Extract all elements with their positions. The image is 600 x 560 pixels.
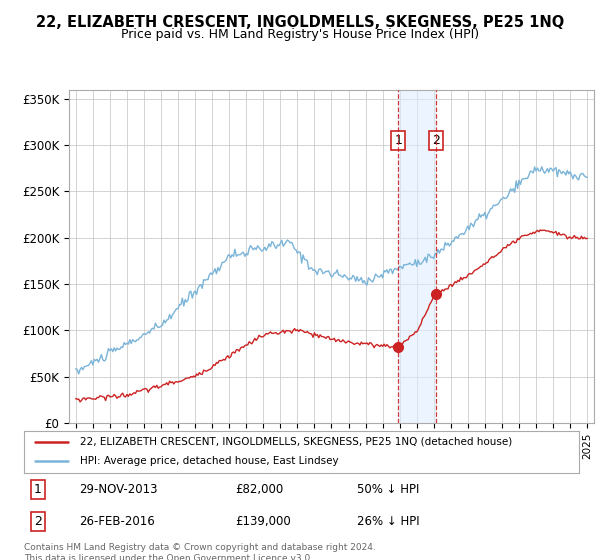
Text: 22, ELIZABETH CRESCENT, INGOLDMELLS, SKEGNESS, PE25 1NQ: 22, ELIZABETH CRESCENT, INGOLDMELLS, SKE… [36, 15, 564, 30]
Text: 29-NOV-2013: 29-NOV-2013 [79, 483, 158, 496]
Text: 26% ↓ HPI: 26% ↓ HPI [357, 515, 419, 528]
Text: 1: 1 [394, 134, 402, 147]
Text: 22, ELIZABETH CRESCENT, INGOLDMELLS, SKEGNESS, PE25 1NQ (detached house): 22, ELIZABETH CRESCENT, INGOLDMELLS, SKE… [79, 437, 512, 447]
Bar [398, 90, 436, 423]
Text: HPI: Average price, detached house, East Lindsey: HPI: Average price, detached house, East… [79, 456, 338, 466]
Text: £139,000: £139,000 [235, 515, 290, 528]
Text: Price paid vs. HM Land Registry's House Price Index (HPI): Price paid vs. HM Land Registry's House … [121, 28, 479, 41]
Text: 2: 2 [432, 134, 440, 147]
Text: 50% ↓ HPI: 50% ↓ HPI [357, 483, 419, 496]
Text: £82,000: £82,000 [235, 483, 283, 496]
Text: 1: 1 [34, 483, 42, 496]
Text: 2: 2 [34, 515, 42, 528]
Text: 26-FEB-2016: 26-FEB-2016 [79, 515, 155, 528]
Text: Contains HM Land Registry data © Crown copyright and database right 2024.
This d: Contains HM Land Registry data © Crown c… [24, 543, 376, 560]
